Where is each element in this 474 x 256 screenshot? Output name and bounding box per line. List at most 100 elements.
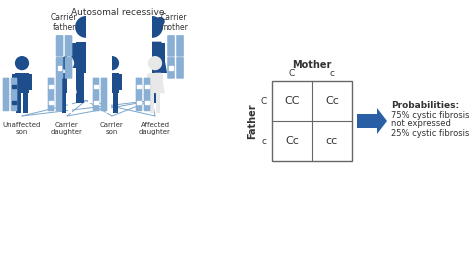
FancyBboxPatch shape [56,94,62,111]
Bar [49,101,53,104]
Polygon shape [67,73,77,93]
FancyBboxPatch shape [93,78,99,95]
Text: Cc: Cc [285,136,299,146]
Text: Carrier
son: Carrier son [100,122,124,135]
FancyBboxPatch shape [11,78,17,95]
FancyBboxPatch shape [176,35,184,57]
Bar [71,43,75,68]
Bar [12,101,16,104]
Bar [161,43,165,68]
Bar [156,93,160,113]
FancyBboxPatch shape [3,78,9,95]
Bar [113,93,118,113]
FancyBboxPatch shape [136,94,142,111]
Text: Carrier
father: Carrier father [51,13,77,33]
FancyBboxPatch shape [100,94,107,111]
FancyBboxPatch shape [3,94,9,111]
FancyBboxPatch shape [56,78,62,95]
Text: Carrier
mother: Carrier mother [160,13,188,33]
Bar [102,74,105,90]
Text: 75% cystic fibrosis: 75% cystic fibrosis [391,111,470,120]
FancyBboxPatch shape [56,57,64,79]
Bar [94,101,98,104]
Polygon shape [152,42,167,73]
FancyBboxPatch shape [167,57,175,79]
Bar [88,73,96,103]
Text: not expressed: not expressed [391,119,451,127]
Bar [58,74,61,90]
FancyBboxPatch shape [100,78,107,95]
Wedge shape [105,56,112,70]
Bar [106,93,110,113]
Wedge shape [15,56,22,70]
FancyBboxPatch shape [65,57,73,79]
Bar [137,85,141,88]
Circle shape [70,57,75,62]
Wedge shape [112,56,119,70]
Text: Carrier
daughter: Carrier daughter [51,122,83,135]
Wedge shape [60,56,67,70]
FancyBboxPatch shape [176,57,184,79]
Text: Unaffected
son: Unaffected son [3,122,41,135]
Bar [137,101,141,104]
Bar [15,73,22,93]
Text: Father: Father [247,103,257,139]
FancyBboxPatch shape [48,94,55,111]
Text: c: c [329,69,335,79]
Circle shape [156,18,164,25]
Bar [146,101,149,104]
FancyBboxPatch shape [136,78,142,95]
Bar [68,93,73,113]
Bar [16,93,21,113]
Text: C: C [289,69,295,79]
Bar [86,42,96,73]
Wedge shape [22,56,29,70]
Circle shape [158,57,163,62]
Text: 25% cystic fibrosis: 25% cystic fibrosis [391,130,469,138]
Bar [22,73,29,93]
Polygon shape [357,108,387,134]
Bar [272,81,352,161]
FancyBboxPatch shape [65,35,73,57]
Bar [73,74,75,90]
Bar [169,66,173,69]
Text: Probabilities:: Probabilities: [391,101,459,110]
Text: Affected
daughter: Affected daughter [139,122,171,135]
FancyBboxPatch shape [93,94,99,111]
Wedge shape [148,56,155,70]
Bar [146,85,149,88]
FancyBboxPatch shape [167,35,175,57]
Text: CC: CC [284,96,300,106]
Bar [105,73,112,93]
Polygon shape [145,73,155,93]
Polygon shape [137,42,152,73]
FancyBboxPatch shape [144,94,150,111]
Bar [119,74,122,90]
Wedge shape [141,16,152,38]
FancyBboxPatch shape [48,78,55,95]
Wedge shape [75,16,86,38]
Bar [161,74,164,90]
Bar [29,74,32,90]
Bar [58,66,62,69]
Text: Autosomal recessive: Autosomal recessive [71,8,165,17]
Bar [12,85,16,88]
Bar [96,43,101,68]
Polygon shape [155,73,165,93]
Wedge shape [152,16,163,38]
Bar [23,93,28,113]
Bar [94,85,98,88]
Bar [154,73,160,103]
Bar [146,74,149,90]
FancyBboxPatch shape [56,35,64,57]
Text: C: C [261,97,267,105]
Bar [150,93,154,113]
Bar [76,73,84,103]
Bar [112,73,119,93]
Text: Cc: Cc [325,96,339,106]
FancyBboxPatch shape [144,78,150,95]
Bar [144,73,150,103]
Polygon shape [57,73,67,93]
Text: Mother: Mother [292,60,332,70]
Bar [75,42,86,73]
